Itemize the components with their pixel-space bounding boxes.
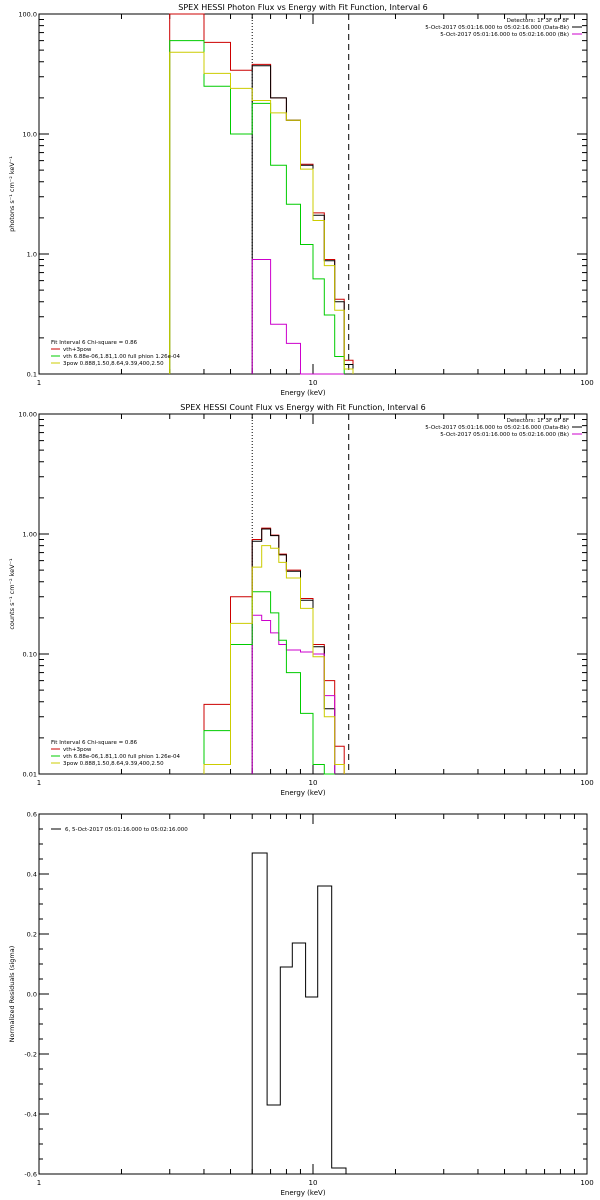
y-tick-label: 100.0 (18, 11, 37, 19)
y-tick-label: 1.0 (27, 251, 37, 259)
y-tick-label: 1.00 (23, 531, 37, 539)
y-axis-label: photons s⁻¹ cm⁻² keV⁻¹ (8, 156, 16, 232)
x-tick-label: 10 (309, 779, 318, 787)
legend-entry: 5-Oct-2017 05:01:16.000 to 05:02:16.000 … (425, 25, 569, 31)
series-4-step-line (203, 591, 335, 775)
y-tick-label: -0.4 (24, 1111, 37, 1119)
series-1-step-line (203, 527, 345, 774)
y-tick-label: 0.1 (27, 371, 37, 379)
series-3-step-line (251, 614, 336, 774)
x-tick-label: 100 (580, 379, 593, 387)
y-tick-label: 0.2 (27, 931, 37, 939)
panel-3: 1 10 100 Energy (keV) -0.6 -0.4 -0.2 0.0 0.2 0.4 0… (8, 811, 594, 1198)
series-4-step-line (169, 40, 345, 374)
panel-2: SPEX HESSI Count Flux vs Energy with Fit… (8, 403, 594, 797)
legend-entry: Fit Interval 6 Chi-square = 0.86 (51, 740, 138, 746)
legend-entry: 3pow 0.888,1.50,8.64,9.39,400,2.50 (63, 361, 164, 367)
chart-title: SPEX HESSI Count Flux vs Energy with Fit… (180, 403, 425, 412)
legend-entry: vth 6.88e-06,1.81,1.00 full phion 1.26e-… (63, 754, 180, 760)
legend-entry: Fit Interval 6 Chi-square = 0.86 (51, 340, 138, 346)
series-1-step-line (169, 13, 354, 374)
y-tick-label: 0.4 (27, 871, 37, 879)
legend-entry: Detectors: 1F 3F 6F 8F (507, 418, 569, 424)
x-tick-label: 100 (580, 1179, 593, 1187)
chart-title: SPEX HESSI Photon Flux vs Energy with Fi… (178, 3, 428, 12)
series-5-step-line (169, 51, 354, 374)
legend-entry: 5-Oct-2017 05:01:16.000 to 05:02:16.000 … (440, 432, 569, 438)
series-5-step-line (203, 545, 345, 774)
plot-frame (38, 813, 588, 1175)
legend-entry: 3pow 0.888,1.50,8.64,9.39,400,2.50 (63, 761, 164, 767)
y-axis-label: counts s⁻¹ cm⁻² keV⁻¹ (8, 558, 16, 630)
legend-entry: vth+3pow (63, 347, 92, 353)
panel-1: SPEX HESSI Photon Flux vs Energy with Fi… (8, 3, 594, 397)
x-axis-label: Energy (keV) (280, 1189, 325, 1197)
y-tick-label: 10.00 (18, 411, 37, 419)
legend-entry: vth 6.88e-06,1.81,1.00 full phion 1.26e-… (63, 354, 180, 360)
y-tick-label: -0.2 (24, 1051, 37, 1059)
x-tick-label: 1 (37, 379, 41, 387)
x-axis-label: Energy (keV) (280, 789, 325, 797)
series-2-step-line (251, 65, 354, 374)
x-tick-label: 1 (37, 1179, 41, 1187)
legend-entry: 5-Oct-2017 05:01:16.000 to 05:02:16.000 … (425, 425, 569, 431)
y-tick-label: -0.6 (24, 1171, 37, 1179)
y-axis-label: Normalized Residuals (sigma) (8, 946, 16, 1043)
x-tick-label: 100 (580, 779, 593, 787)
y-tick-label: 0.01 (23, 771, 37, 779)
legend-entry: 6, 5-Oct-2017 05:01:16.000 to 05:02:16.0… (65, 827, 188, 833)
y-tick-label: 0.6 (27, 811, 37, 819)
y-tick-label: 0.0 (27, 991, 37, 999)
series-2-step-line (251, 528, 336, 774)
legend-entry: Detectors: 1F 3F 6F 8F (507, 18, 569, 24)
series-1-step-line (251, 852, 347, 1174)
legend-entry: vth+3pow (63, 747, 92, 753)
x-tick-label: 10 (309, 379, 318, 387)
legend-entry: 5-Oct-2017 05:01:16.000 to 05:02:16.000 … (440, 32, 569, 38)
x-tick-label: 10 (309, 1179, 318, 1187)
series-3-step-line (251, 259, 345, 375)
y-tick-label: 0.10 (23, 651, 37, 659)
y-tick-label: 10.0 (23, 131, 37, 139)
x-axis-label: Energy (keV) (280, 389, 325, 397)
x-tick-label: 1 (37, 779, 41, 787)
